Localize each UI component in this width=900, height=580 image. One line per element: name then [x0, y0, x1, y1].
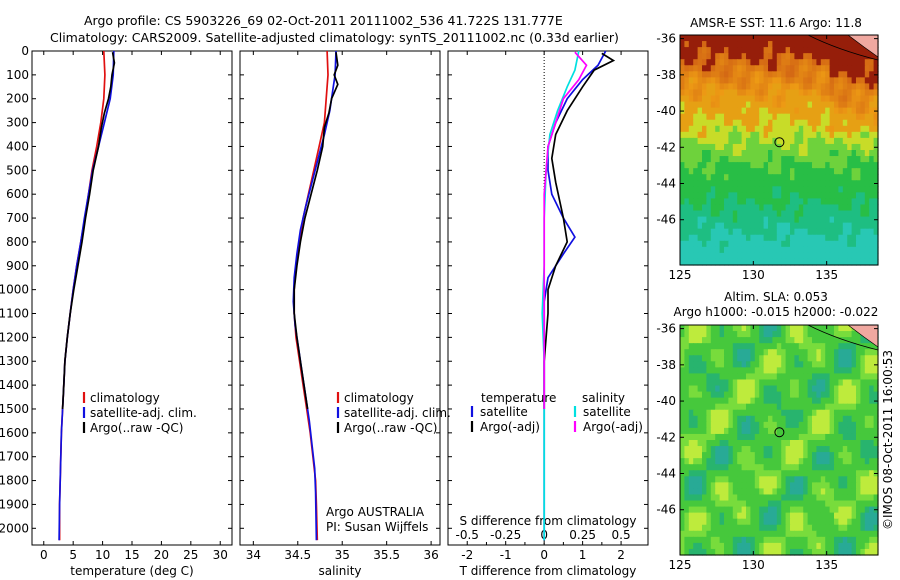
y-tick-label: 900 [6, 259, 29, 273]
x-tick-label: 15 [124, 548, 139, 562]
y-tick-label: 1800 [0, 474, 29, 488]
map-y-tick-label: -38 [656, 68, 676, 82]
y-tick-label: 1400 [0, 378, 29, 392]
y-tick-label: 1500 [0, 402, 29, 416]
map-x-tick-label: 135 [815, 558, 838, 572]
y-tick-label: 1300 [0, 354, 29, 368]
map-x-tick-label: 130 [742, 558, 765, 572]
map-x-tick-label: 125 [669, 268, 692, 282]
credit-text: ©IMOS 08-Oct-2011 16:00:53 [881, 350, 895, 530]
y-tick-label: 700 [6, 211, 29, 225]
x-tick-label: 10 [95, 548, 110, 562]
sla-map-subtitle: Argo h1000: -0.015 h2000: -0.022 [674, 305, 879, 319]
x-tick-label: 35 [335, 548, 350, 562]
legend-label: satellite-adj. clim. [90, 406, 197, 420]
x-tick-label: 5 [69, 548, 77, 562]
header-line-1: Argo profile: CS 5903226_69 02-Oct-2011 … [84, 13, 563, 28]
map-y-tick-label: -36 [656, 32, 676, 46]
x-tick-label: -2 [461, 548, 473, 562]
y-tick-label: 1700 [0, 450, 29, 464]
legend-label: satellite [480, 405, 528, 419]
x-tick-label: 30 [213, 548, 228, 562]
legend-title-salinity: salinity [582, 391, 625, 405]
sla-map-title: Altim. SLA: 0.053 [724, 290, 828, 304]
x-tick-label: 2 [617, 548, 625, 562]
legend-label: Argo(-adj) [480, 420, 540, 434]
y-tick-label: 0 [21, 44, 29, 58]
series-line-argo---raw--qc- [293, 52, 339, 410]
x-tick-label-salinity: 0.5 [612, 528, 631, 542]
y-tick-label: 1100 [0, 307, 29, 321]
y-tick-label: 1000 [0, 283, 29, 297]
map-sla [680, 325, 879, 556]
y-tick-label: 600 [6, 187, 29, 201]
y-tick-label: 400 [6, 139, 29, 153]
argo-position-marker [774, 427, 785, 438]
series-line-argo---raw--qc- [61, 52, 116, 410]
sst-map-title: AMSR-E SST: 11.6 Argo: 11.8 [690, 16, 862, 30]
map-x-tick-label: 130 [742, 268, 765, 282]
y-tick-label: 100 [6, 68, 29, 82]
annotation-line: PI: Susan Wijffels [326, 520, 428, 534]
series-line-temperature-argo--adj- [543, 52, 616, 409]
map-y-tick-label: -40 [656, 104, 676, 118]
y-tick-label: 800 [6, 235, 29, 249]
x-axis-label: salinity [318, 564, 361, 578]
annotation-line: Argo AUSTRALIA [326, 505, 425, 519]
y-tick-label: 500 [6, 163, 29, 177]
x-tick-label-salinity: -0.25 [490, 528, 521, 542]
map-y-tick-label: -36 [656, 322, 676, 336]
x-tick-label-salinity: -0.5 [456, 528, 479, 542]
argo-position-marker [774, 137, 785, 148]
salinity-difference-axis-label: S difference from climatology [460, 514, 637, 528]
plot-frame-salinity [239, 50, 441, 546]
y-tick-label: 1200 [0, 330, 29, 344]
legend-label: satellite [583, 405, 631, 419]
map-x-tick-label: 125 [669, 558, 692, 572]
map-x-tick-label: 135 [815, 268, 838, 282]
x-tick-label: -1 [500, 548, 512, 562]
map-frame [679, 324, 879, 556]
legend-label: Argo(..raw -QC) [90, 421, 183, 435]
x-axis-label: T difference from climatology [459, 564, 637, 578]
coastline [807, 34, 879, 61]
legend-label: Argo(..raw -QC) [344, 421, 437, 435]
map-y-tick-label: -42 [656, 140, 676, 154]
map-y-tick-label: -46 [656, 213, 676, 227]
y-tick-label: 300 [6, 116, 29, 130]
plot-frame-temperature [31, 50, 233, 546]
x-tick-label: 36 [423, 548, 438, 562]
map-y-tick-label: -40 [656, 394, 676, 408]
map-y-tick-label: -44 [656, 177, 676, 191]
x-tick-label: 1 [579, 548, 587, 562]
y-tick-label: 200 [6, 92, 29, 106]
x-axis-label: temperature (deg C) [70, 564, 193, 578]
x-tick-label-salinity: 0.25 [569, 528, 596, 542]
map-y-tick-label: -46 [656, 503, 676, 517]
x-tick-label: 25 [183, 548, 198, 562]
y-tick-label: 2000 [0, 521, 29, 535]
map-y-tick-label: -44 [656, 467, 676, 481]
x-tick-label: 0 [40, 548, 48, 562]
legend-label: Argo(-adj) [583, 420, 643, 434]
y-tick-label: 1900 [0, 497, 29, 511]
map-y-tick-label: -38 [656, 358, 676, 372]
x-tick-label: 34.5 [284, 548, 311, 562]
legend-label: satellite-adj. clim. [344, 406, 451, 420]
y-tick-label: 1600 [0, 426, 29, 440]
x-tick-label: 0 [540, 548, 548, 562]
legend-label: climatology [90, 391, 160, 405]
map-sst [680, 35, 879, 266]
x-tick-label: 20 [154, 548, 169, 562]
map-y-tick-label: -42 [656, 430, 676, 444]
coastline [807, 324, 879, 351]
legend-label: climatology [344, 391, 414, 405]
x-tick-label: 34 [246, 548, 261, 562]
x-tick-label: 35.5 [373, 548, 400, 562]
map-frame [679, 34, 879, 266]
legend-title-temperature: temperature [481, 391, 556, 405]
header-line-2: Climatology: CARS2009. Satellite-adjuste… [50, 30, 619, 45]
series-line-salinity-argo--adj- [543, 51, 588, 409]
